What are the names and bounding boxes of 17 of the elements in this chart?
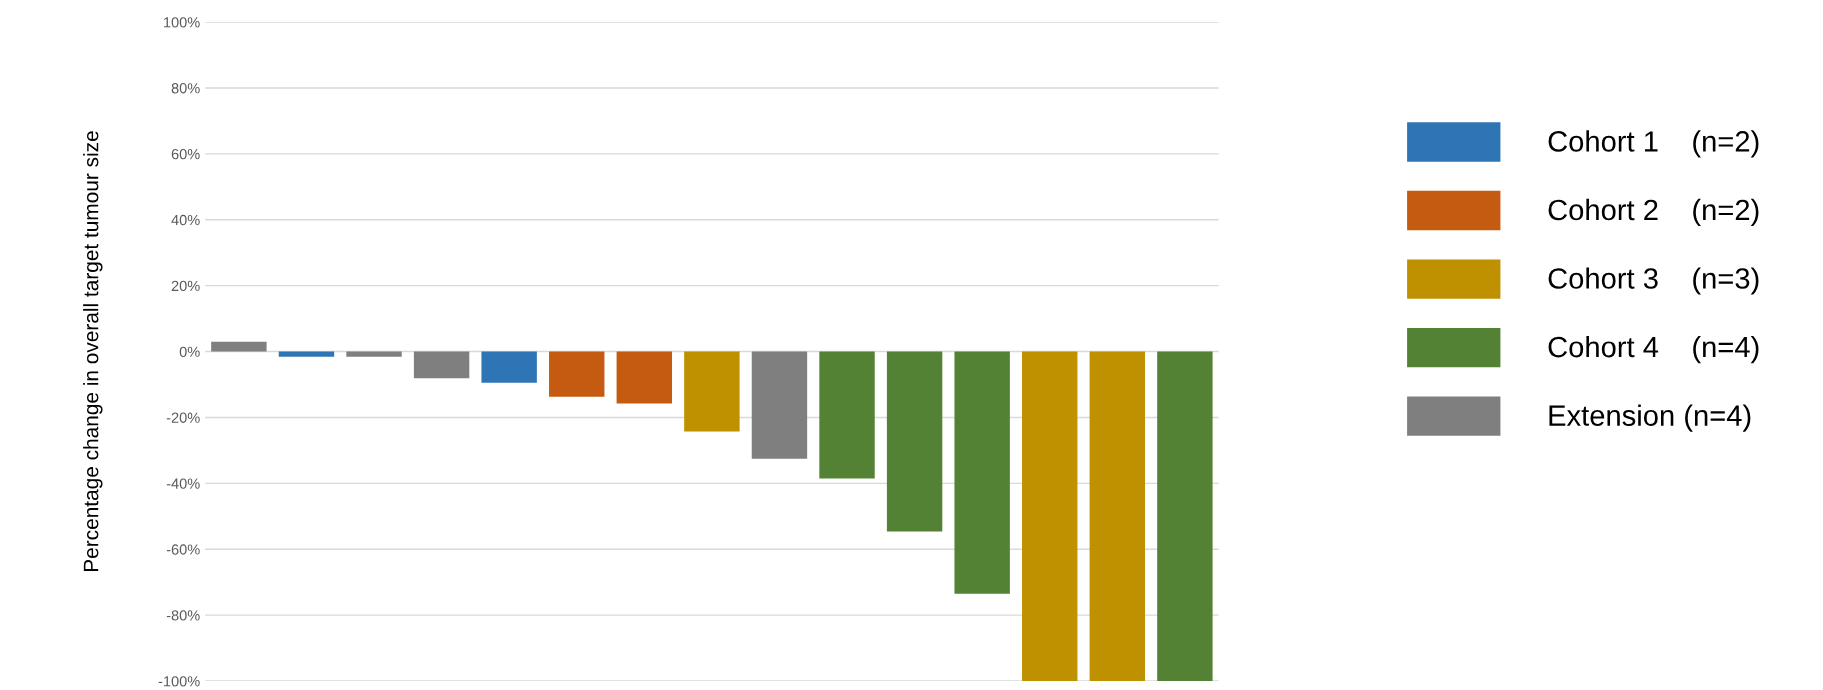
y-tick-label: -100% [158, 676, 200, 687]
y-tick-label: -60% [166, 544, 200, 555]
y-tick-label: 60% [171, 148, 200, 160]
legend-label: Cohort 1 (n=2) [1548, 130, 1759, 158]
y-tick-label: -40% [166, 478, 200, 489]
y-tick-label: -80% [166, 610, 200, 621]
legend-label: Cohort 2 (n=2) [1548, 198, 1759, 227]
legend-label: Cohort 4 (n=4) [1548, 335, 1759, 364]
y-tick-label: 100% [164, 17, 200, 28]
y-tick-label: 80% [171, 83, 200, 94]
y-tick-label: 0% [179, 346, 200, 357]
legend-label: Cohort 3 (n=3) [1548, 267, 1759, 295]
y-tick-label: -20% [166, 412, 200, 423]
y-tick-label: 20% [171, 280, 200, 292]
y-axis-title: Percentage change in overall target tumour size [83, 131, 103, 572]
y-tick-label: 40% [171, 214, 200, 226]
legend-label: Extension (n=4) [1549, 404, 1751, 432]
